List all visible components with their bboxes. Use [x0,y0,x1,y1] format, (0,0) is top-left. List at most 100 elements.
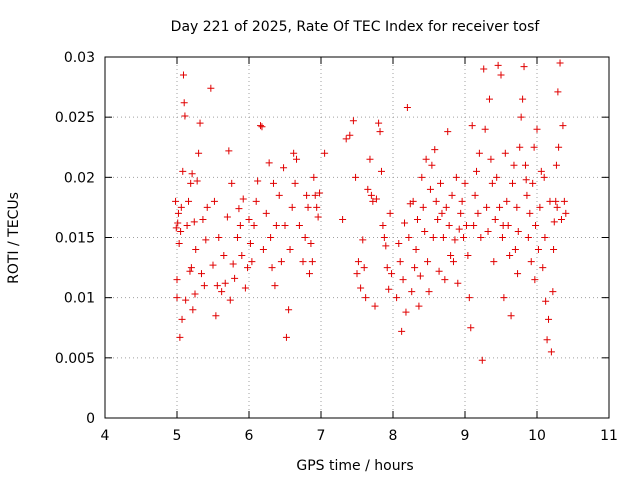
data-point [474,209,482,217]
data-point [529,179,537,187]
data-point [418,173,426,181]
data-point [501,149,509,157]
data-point [191,290,199,298]
data-point [203,203,211,211]
y-tick-label: 0 [86,411,95,427]
data-point [225,147,233,155]
data-point [349,117,357,125]
data-point [172,224,180,232]
data-point [552,197,560,205]
y-tick-label: 0.03 [64,50,95,66]
data-point [353,270,361,278]
y-tick-label: 0.025 [55,110,95,126]
data-point [280,164,288,172]
data-point [425,288,433,296]
data-point [183,221,191,229]
data-point [177,203,185,211]
data-point [339,215,347,223]
x-tick-label: 11 [600,428,618,444]
data-point [215,234,223,241]
data-point [483,203,491,211]
data-point [305,270,313,278]
data-point [498,234,506,241]
data-point [250,221,258,229]
x-tick-label: 10 [528,428,546,444]
data-point [207,84,215,92]
x-tick-label: 4 [101,428,110,444]
data-point [209,261,217,269]
data-point [281,221,289,229]
data-point [342,135,350,143]
data-point [258,123,266,131]
data-point [514,227,522,235]
data-point [282,333,290,341]
data-point [526,209,534,217]
data-point [182,296,190,304]
data-point [399,276,407,284]
y-tick-label: 0.01 [64,291,95,307]
data-point [455,225,463,233]
data-point [304,203,312,211]
data-point [429,234,437,241]
data-point [547,348,555,356]
data-point [275,191,283,199]
data-point [497,71,505,79]
x-tick-label: 5 [173,428,182,444]
y-tick-labels: 0 0.005 0.01 0.015 0.02 0.025 0.03 [55,50,95,427]
data-point [519,95,527,103]
data-point [172,197,180,205]
data-point [178,315,186,323]
data-point [388,270,396,278]
data-point [223,213,231,221]
data-point [398,327,406,335]
data-point [376,128,384,136]
data-point [187,179,195,187]
data-point [173,294,181,302]
data-point [364,185,372,193]
data-point [354,258,362,266]
data-point [488,179,496,187]
data-point [445,221,453,229]
data-point [367,191,375,199]
data-point [226,296,234,304]
data-point [291,179,299,187]
data-point [411,264,419,272]
data-point [286,246,294,254]
data-point [288,203,296,211]
data-point [181,112,189,120]
x-tick-labels: 4 5 6 7 8 9 10 11 [101,428,618,444]
data-point [536,203,544,211]
data-point [382,242,390,250]
data-point [372,195,380,203]
data-point [470,221,478,229]
data-point [231,274,239,282]
data-point [552,161,560,169]
data-points [172,59,570,364]
data-point [510,161,518,169]
data-point [175,240,183,248]
data-point [269,179,277,187]
data-point [403,104,411,112]
data-point [434,215,442,223]
data-point [556,59,564,67]
x-axis-label: GPS time / hours [296,458,413,474]
data-point [496,203,504,211]
data-point [524,234,532,241]
data-point [176,333,184,341]
data-point [254,177,262,185]
data-point [301,234,309,241]
data-point [432,197,440,205]
data-point [202,236,210,244]
data-point [507,312,515,320]
data-point [413,215,421,223]
data-point [520,63,528,71]
data-point [478,356,486,364]
data-point [471,191,479,199]
data-point [239,195,247,203]
data-point [308,258,316,266]
data-point [537,167,545,175]
data-point [248,258,256,266]
data-point [533,125,541,133]
data-point [362,294,370,302]
data-point [438,209,446,217]
